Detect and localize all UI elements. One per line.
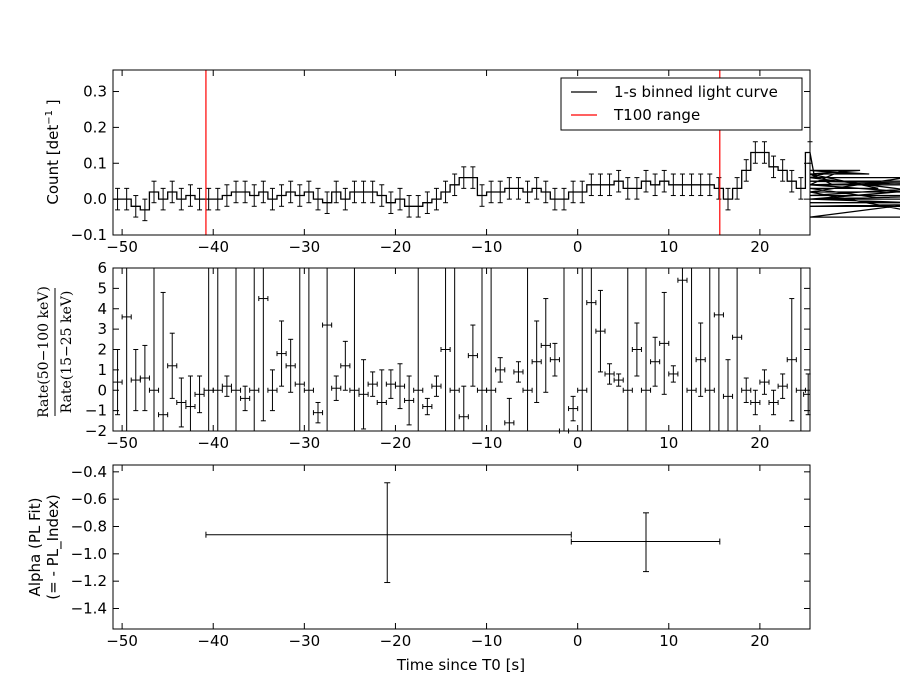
- y-tick-label: 0.3: [83, 83, 107, 101]
- y-tick-label: −0.8: [71, 518, 107, 536]
- y-tick-label: 0: [97, 381, 107, 399]
- light-curve-ylabel: Count [det−1 ]: [44, 99, 62, 204]
- light-curve-frame: [112, 69, 811, 236]
- x-tick-label: 10: [659, 632, 678, 650]
- hardness-ratio-ylabel-numerator: Rate(50−100 keV): [36, 286, 52, 418]
- y-tick-label: 3: [97, 320, 107, 338]
- x-tick-label: −30: [289, 238, 321, 256]
- alpha-ylabel-line1: Alpha (PL Fit): [26, 498, 44, 597]
- light-curve-panel: −50 −40 −30 −20 −10 0 10 20 −0.1 0.0 0.1 0.2 0.3 Cou…: [44, 69, 900, 256]
- alpha-ticks: −50 −40 −30 −20 −10 0 10 20 −1.4 −1.2 −1.0 −0.8 −0.6…: [71, 463, 810, 650]
- x-tick-label: −10: [471, 434, 503, 452]
- y-tick-label: 0.1: [83, 154, 107, 172]
- x-tick-label: −20: [380, 434, 412, 452]
- hardness-ratio-plot-area: [112, 268, 811, 434]
- x-tick-label: 0: [573, 434, 583, 452]
- x-tick-label: −50: [106, 434, 138, 452]
- y-tick-label: −0.1: [71, 226, 107, 244]
- x-tick-label: −30: [289, 632, 321, 650]
- alpha-ylabel: Alpha (PL Fit) (= - PL_Index): [26, 494, 63, 599]
- x-tick-label: 0: [573, 632, 583, 650]
- x-tick-label: −10: [471, 238, 503, 256]
- x-tick-label: 20: [750, 238, 769, 256]
- x-axis-label: Time since T0 [s]: [396, 656, 525, 674]
- light-curve-ylabel-exponent: −1: [44, 110, 55, 125]
- y-tick-label: −1.0: [71, 545, 107, 563]
- x-tick-label: −50: [106, 238, 138, 256]
- y-tick-label: −2: [85, 422, 107, 440]
- x-tick-label: 10: [659, 434, 678, 452]
- legend-box: [560, 77, 803, 131]
- x-tick-label: −40: [197, 434, 229, 452]
- light-curve-ticks: −50 −40 −30 −20 −10 0 10 20 −0.1 0.0 0.1 0.2 0.3: [71, 70, 810, 256]
- legend: 1-s binned light curve T100 range: [560, 77, 803, 131]
- y-tick-label: 1: [97, 361, 107, 379]
- y-tick-label: −0.6: [71, 490, 107, 508]
- x-tick-label: −30: [289, 434, 321, 452]
- legend-label-light-curve: 1-s binned light curve: [614, 83, 778, 101]
- light-curve-plot-area: [113, 70, 900, 235]
- y-tick-label: −1.4: [71, 600, 107, 618]
- y-tick-label: 0.2: [83, 118, 107, 136]
- y-tick-label: 4: [97, 300, 107, 318]
- x-tick-label: −50: [106, 632, 138, 650]
- alpha-panel: −50 −40 −30 −20 −10 0 10 20 −1.4 −1.2 −1.0 −0.8 −0.6…: [26, 463, 811, 650]
- y-tick-label: 0.0: [83, 190, 107, 208]
- y-tick-label: 5: [97, 279, 107, 297]
- hardness-ratio-ylabel-denominator: Rate(15−25 keV): [59, 291, 75, 414]
- legend-label-t100: T100 range: [613, 106, 700, 124]
- y-tick-label: 2: [97, 341, 107, 359]
- x-tick-label: 10: [659, 238, 678, 256]
- y-tick-label: 6: [97, 259, 107, 277]
- alpha-plot-area: [205, 482, 721, 584]
- light-curve-ylabel-tail: ]: [44, 99, 62, 110]
- alpha-frame: [112, 464, 811, 630]
- y-tick-label: −1.2: [71, 572, 107, 590]
- x-tick-label: 0: [573, 238, 583, 256]
- x-tick-label: −20: [380, 238, 412, 256]
- x-tick-label: −20: [380, 632, 412, 650]
- x-tick-label: −10: [471, 632, 503, 650]
- hardness-ratio-ylabel: Rate(50−100 keV) Rate(15−25 keV): [36, 286, 75, 418]
- y-tick-label: −0.4: [71, 463, 107, 481]
- x-tick-label: 20: [750, 434, 769, 452]
- alpha-ylabel-line2: (= - PL_Index): [44, 494, 63, 599]
- y-tick-label: −1: [85, 402, 107, 420]
- x-tick-label: −40: [197, 238, 229, 256]
- x-tick-label: 20: [750, 632, 769, 650]
- x-tick-label: −40: [197, 632, 229, 650]
